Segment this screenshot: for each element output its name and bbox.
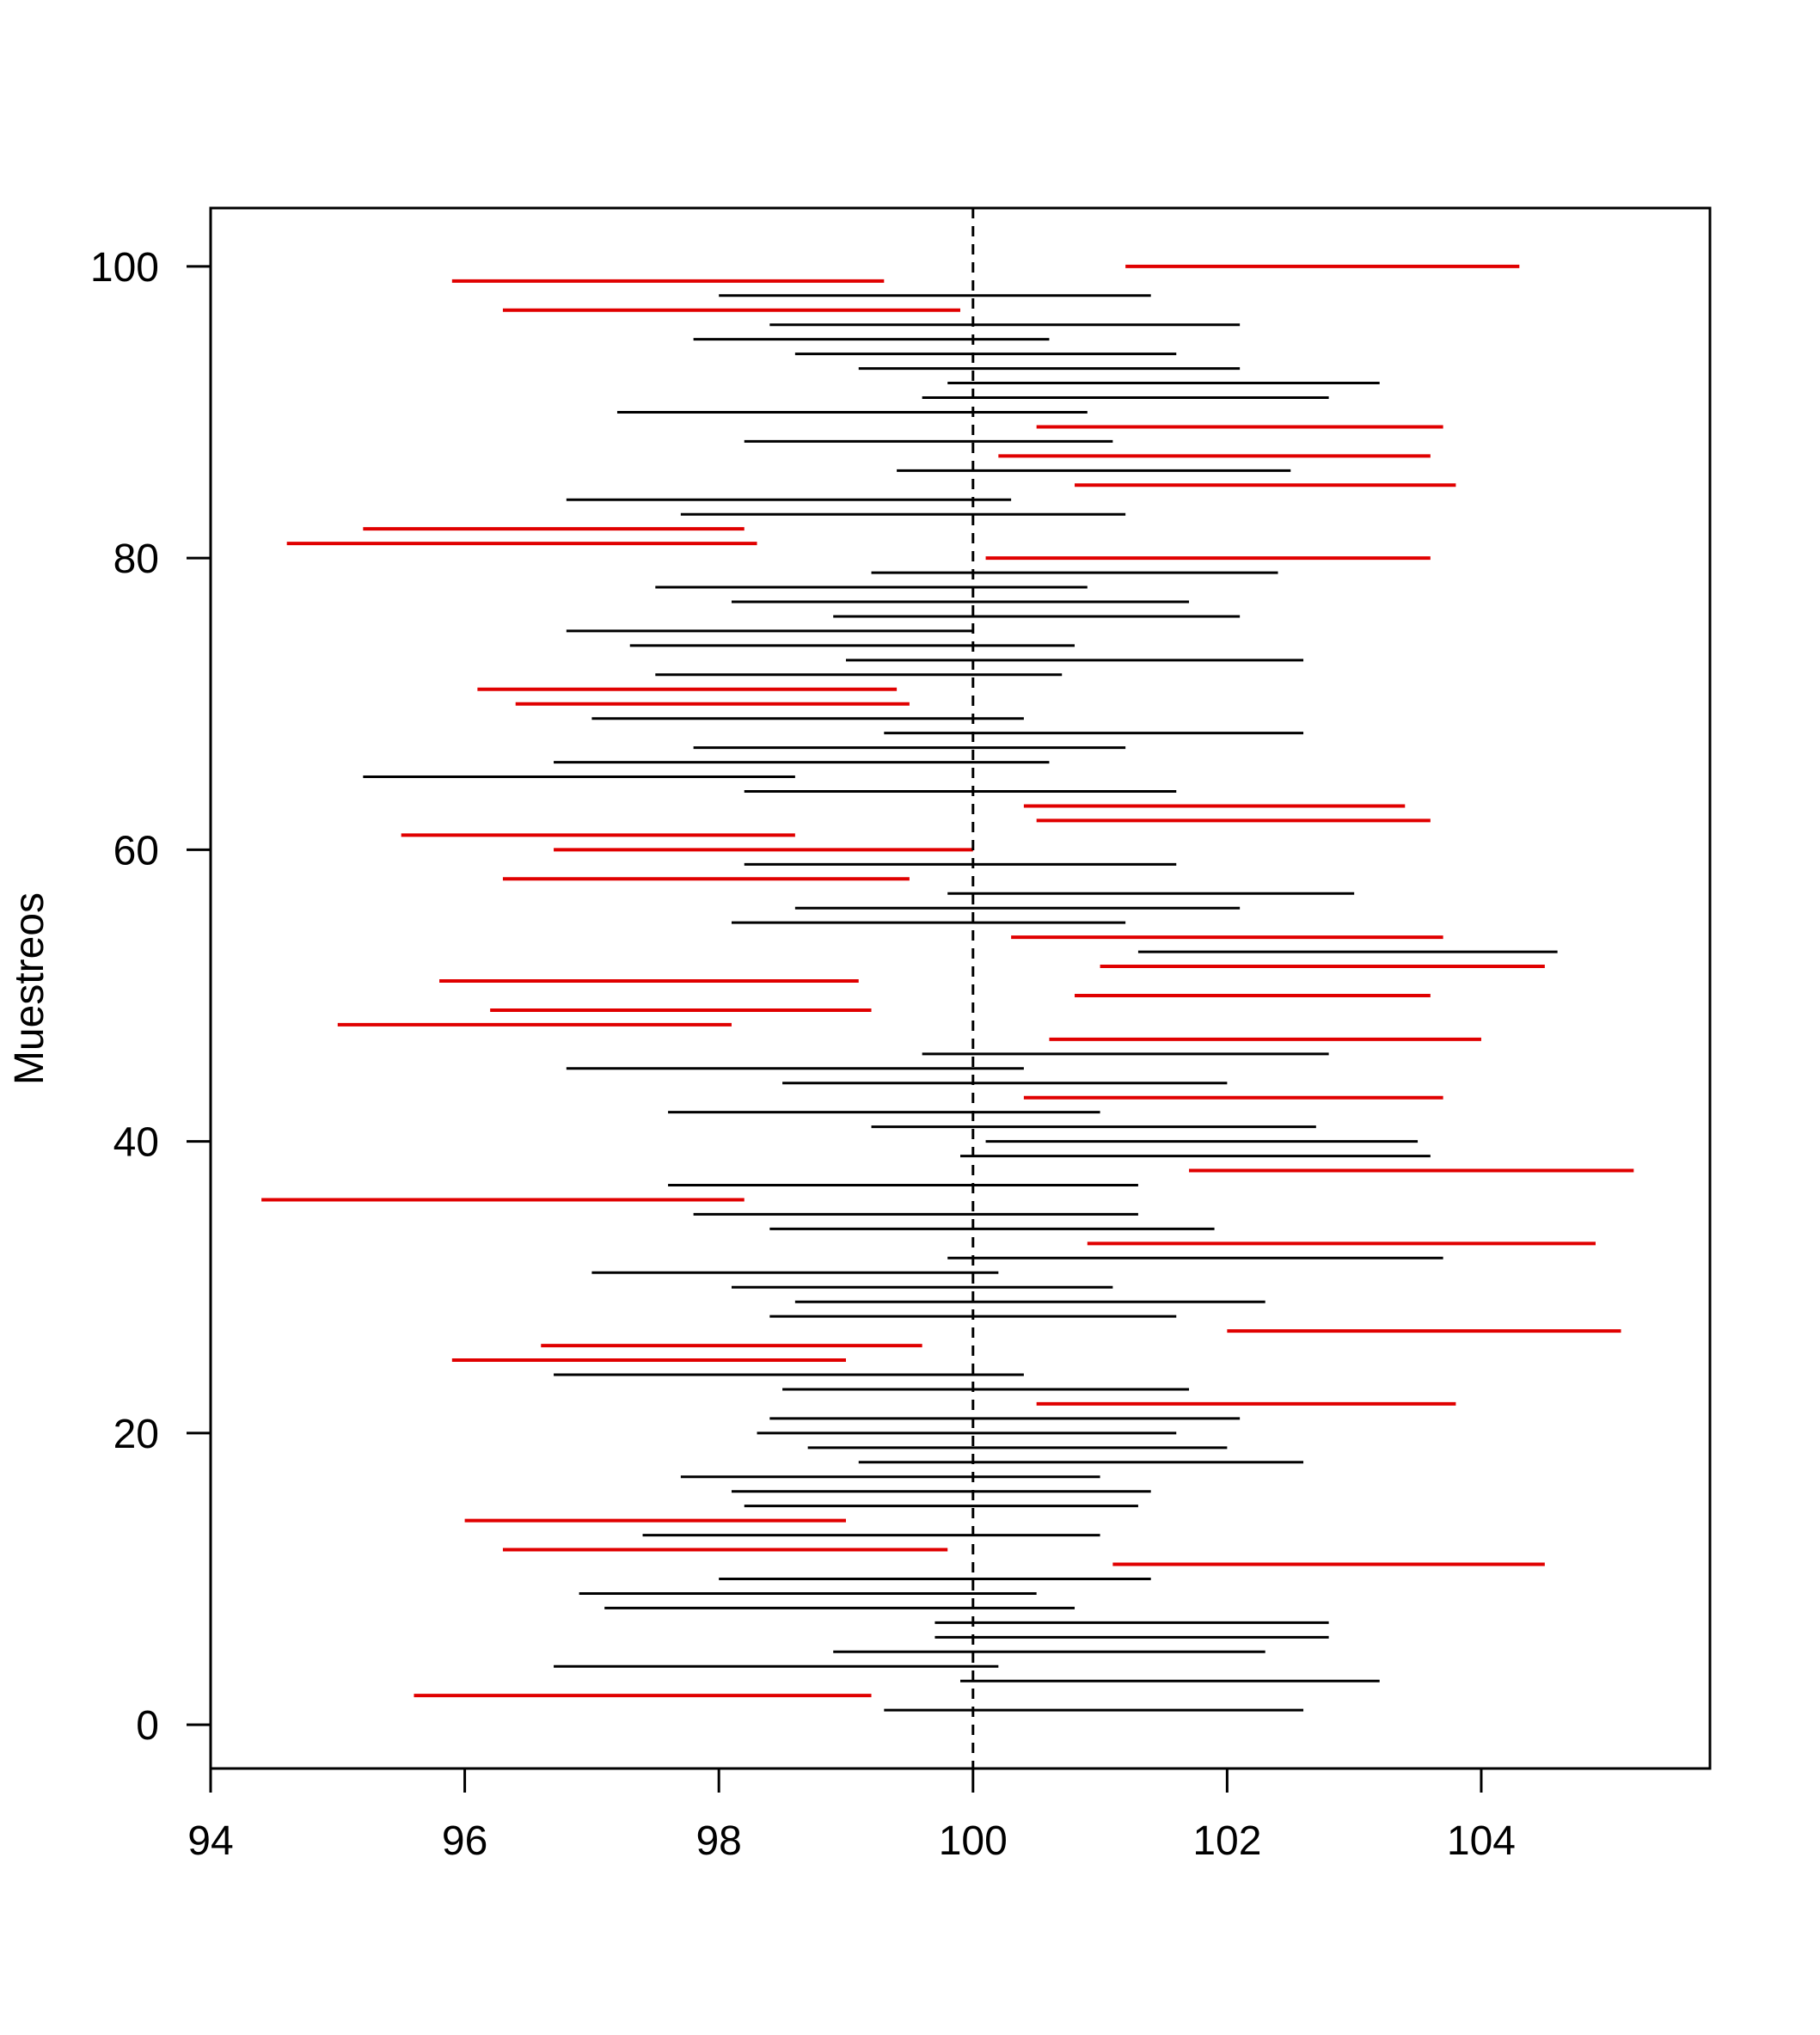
x-tick-label-100: 100	[939, 1818, 1008, 1864]
x-tick-label-94: 94	[187, 1818, 233, 1864]
y-tick-label-100: 100	[90, 245, 159, 291]
x-tick-label-104: 104	[1447, 1818, 1516, 1864]
interval-segments	[261, 264, 1634, 1712]
x-axis: 94 96 98 100 102 104	[187, 1767, 1516, 1864]
y-tick-label-0: 0	[136, 1703, 159, 1749]
y-tick-label-40: 40	[113, 1120, 159, 1166]
y-tick-label-20: 20	[113, 1412, 159, 1457]
x-tick-label-98: 98	[696, 1818, 741, 1864]
y-tick-label-60: 60	[113, 828, 159, 873]
y-axis: 0 20 40 60 80 100	[90, 245, 212, 1749]
y-axis-title: Muestreos	[7, 892, 52, 1085]
x-tick-label-102: 102	[1192, 1818, 1261, 1864]
y-tick-label-80: 80	[113, 536, 159, 582]
x-tick-label-96: 96	[442, 1818, 487, 1864]
